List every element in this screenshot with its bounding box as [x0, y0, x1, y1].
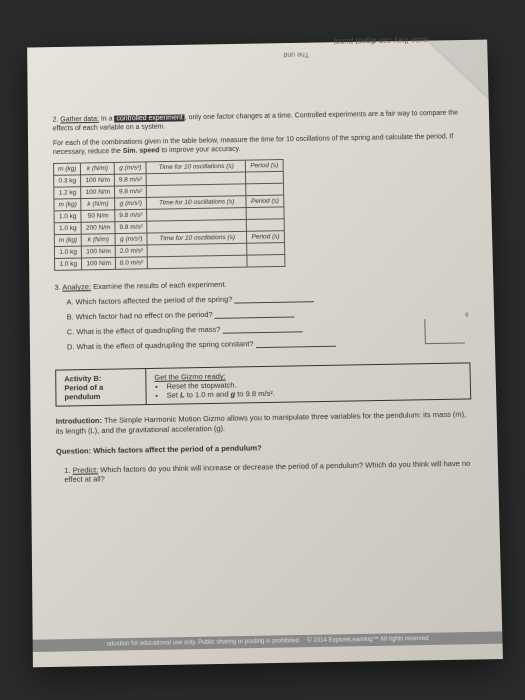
q3b: B. Which factor had no effect on the per…: [67, 306, 470, 322]
mini-graph-icon: 0: [424, 319, 465, 345]
activity-instructions: Get the Gizmo ready: Reset the stopwatch…: [146, 364, 470, 405]
question-3: 3. Analyze: Examine the results of each …: [54, 276, 470, 352]
introduction: Introduction: The Simple Harmonic Motion…: [56, 410, 472, 437]
col-period: Period (s): [246, 160, 283, 172]
page-curl: [428, 40, 489, 100]
question-2: 2. Gather data: In a controlled experime…: [53, 109, 468, 272]
q2-prompt: 2. Gather data: In a controlled experime…: [53, 109, 465, 134]
page-footer: oduction for educational use only. Publi…: [33, 631, 503, 652]
table-row: 1.0 kg100 N/m8.0 m/s²: [55, 255, 285, 271]
activity-title-cell: Activity B: Period of a pendulum: [56, 369, 147, 406]
col-k: k (N/m): [81, 163, 115, 175]
col-m: m (kg): [54, 163, 81, 175]
data-table-1: m (kg) k (N/m) g (m/s²) Time for 10 osci…: [53, 159, 285, 271]
col-g: g (m/s²): [114, 162, 146, 174]
reverse-text-1: ause they can digest punoj: [334, 36, 428, 46]
activity-b-box: Activity B: Period of a pendulum Get the…: [55, 363, 471, 407]
q3a: A. Which factors affected the period of …: [66, 291, 468, 307]
q3c: C. What is the effect of quadrupling the…: [67, 321, 470, 337]
reverse-text-2: The und: [284, 50, 310, 57]
worksheet-page: ause they can digest punoj The und 2. Ga…: [27, 40, 503, 668]
q2-instruction: For each of the combinations given in th…: [53, 132, 465, 157]
main-question: Question: Which factors affect the perio…: [56, 439, 473, 455]
q3d: D. What is the effect of quadrupling the…: [67, 336, 470, 352]
predict-question: 1. Predict: Which factors do you think w…: [64, 459, 473, 484]
